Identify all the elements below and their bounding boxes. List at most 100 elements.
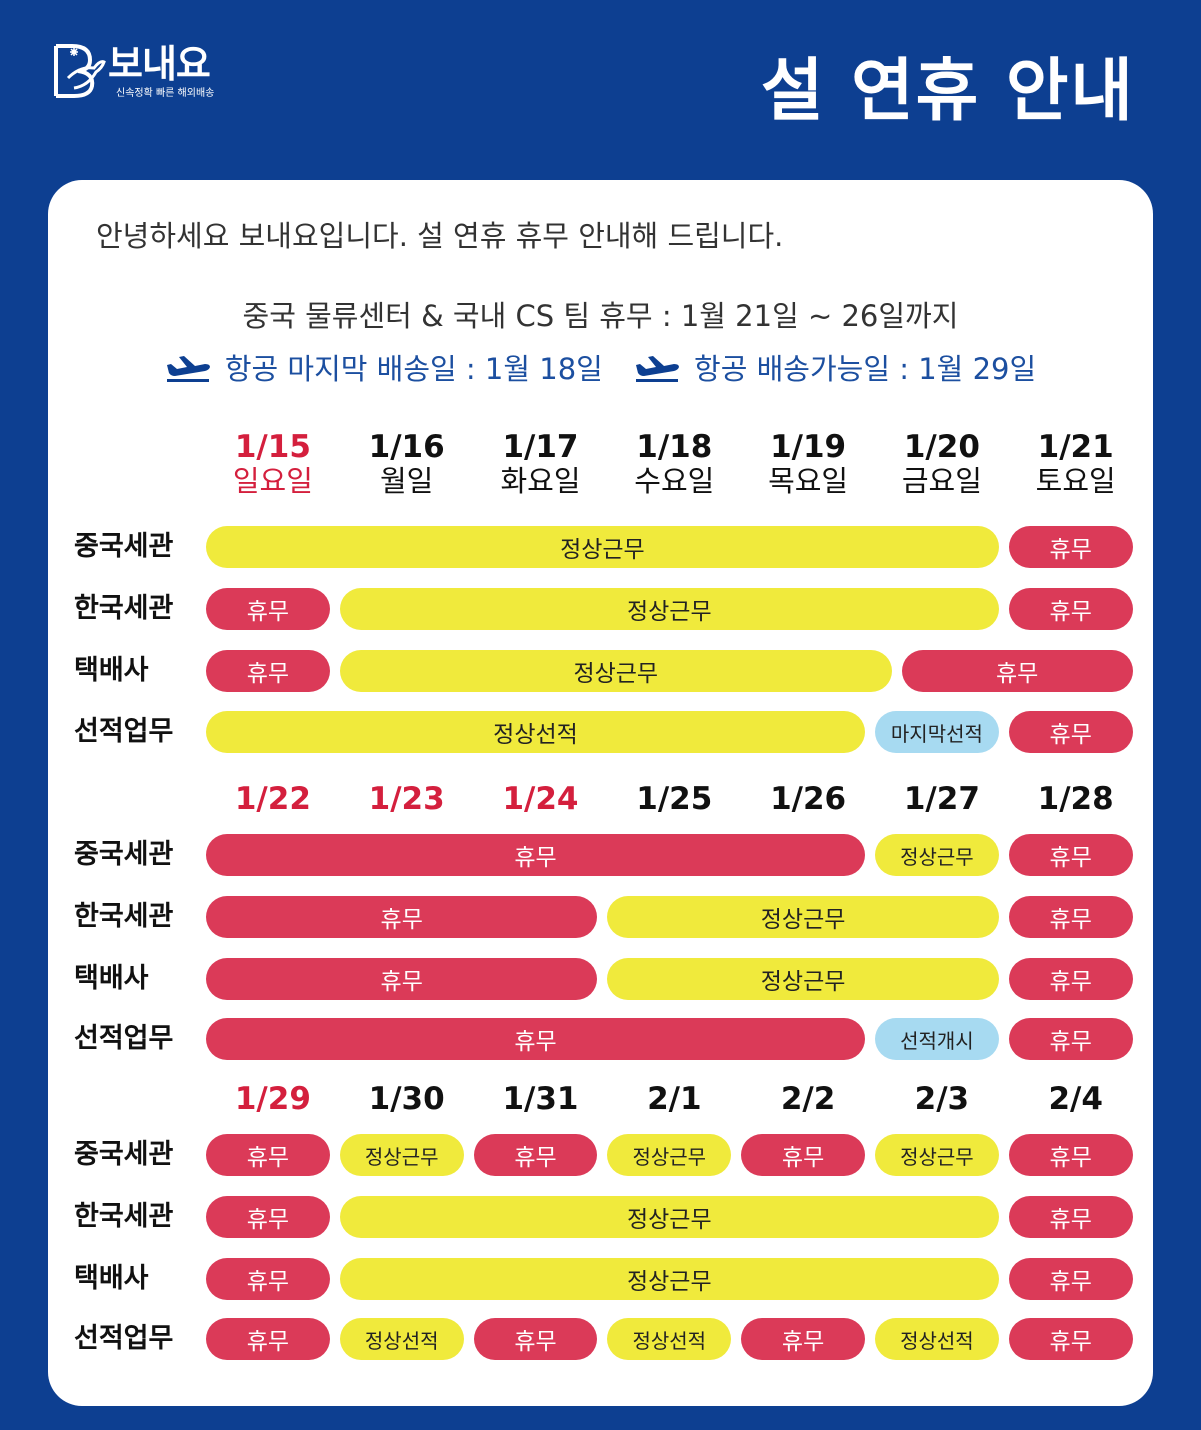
day-date: 1/15: [234, 429, 311, 465]
work-bar: 정상근무: [607, 1134, 732, 1176]
day-date: 1/18: [636, 429, 713, 465]
holiday-bar: 휴무: [206, 834, 865, 876]
closure-notice: 중국 물류센터 & 국내 CS 팀 휴무 : 1월 21일 ~ 26일까지: [242, 299, 959, 333]
holiday-bar: 휴무: [1008, 958, 1133, 1000]
day-date: 1/28: [1037, 781, 1114, 817]
holiday-bar: 휴무: [1008, 1018, 1133, 1060]
day-header: 2/1: [609, 1082, 739, 1116]
day-date: 1/17: [502, 429, 579, 465]
day-header: 1/17 화요일: [476, 430, 606, 498]
holiday-bar: 휴무: [1008, 1196, 1133, 1238]
holiday-bar: 휴무: [206, 1196, 330, 1238]
brand-logo: 보내요 신속정확 빠른 해외배송: [50, 38, 250, 104]
holiday-bar: 휴무: [206, 1318, 330, 1360]
day-header: 1/16 월일: [342, 430, 472, 498]
work-bar: 정상근무: [607, 958, 999, 1000]
day-date: 1/22: [234, 781, 311, 817]
day-weekday: 금요일: [901, 464, 982, 498]
holiday-bar: 휴무: [1008, 1318, 1133, 1360]
flight-available: 항공 배송가능일 : 1월 29일: [634, 351, 1036, 387]
schedule-card: 안녕하세요 보내요입니다. 설 연휴 휴무 안내해 드립니다. 중국 물류센터 …: [48, 180, 1153, 1406]
work-bar: 정상선적: [206, 711, 865, 753]
work-bar: 정상근무: [875, 834, 999, 876]
work-bar: 정상근무: [339, 588, 999, 630]
shipping-special-bar: 마지막선적: [875, 711, 999, 753]
brand-name: 보내요: [108, 42, 211, 86]
row-label: 선적업무: [74, 1023, 174, 1054]
day-date: 1/31: [502, 1081, 579, 1117]
day-date: 1/23: [368, 781, 445, 817]
day-date: 2/3: [914, 1081, 970, 1117]
work-bar: 정상근무: [339, 650, 892, 692]
day-date: 1/26: [770, 781, 847, 817]
day-header: 2/2: [743, 1082, 873, 1116]
day-date: 1/29: [234, 1081, 311, 1117]
holiday-bar: 휴무: [1008, 1134, 1133, 1176]
airplane-icon: [166, 356, 210, 382]
work-bar: 정상근무: [607, 896, 999, 938]
day-date: 1/20: [903, 429, 980, 465]
day-header: 1/20 금요일: [877, 430, 1007, 498]
work-bar: 정상근무: [875, 1134, 999, 1176]
holiday-bar: 휴무: [1008, 896, 1133, 938]
flight-info: 항공 마지막 배송일 : 1월 18일 항공 배송가능일 : 1월 29일: [48, 351, 1153, 391]
row-label: 선적업무: [74, 1323, 174, 1354]
airplane-icon: [636, 356, 680, 382]
work-bar: 정상선적: [339, 1318, 464, 1360]
day-header: 1/28: [1011, 782, 1141, 816]
holiday-bar: 휴무: [206, 588, 330, 630]
holiday-bar: 휴무: [1008, 526, 1133, 568]
day-weekday: 토요일: [1035, 464, 1116, 498]
holiday-bar: 휴무: [1008, 834, 1133, 876]
row-label: 한국세관: [74, 901, 174, 932]
row-label: 한국세관: [74, 1201, 174, 1232]
day-date: 1/24: [502, 781, 579, 817]
day-date: 1/30: [368, 1081, 445, 1117]
holiday-bar: 휴무: [206, 1134, 330, 1176]
row-label: 택배사: [74, 1263, 149, 1294]
holiday-bar: 휴무: [473, 1318, 598, 1360]
holiday-bar: 휴무: [206, 1258, 330, 1300]
page-title: 설 연휴 안내: [760, 52, 1135, 131]
holiday-bar: 휴무: [1008, 1258, 1133, 1300]
work-bar: 정상선적: [875, 1318, 999, 1360]
day-header: 1/19 목요일: [743, 430, 873, 498]
day-header: 1/18 수요일: [609, 430, 739, 498]
flight-available-text: 항공 배송가능일 : 1월 29일: [694, 352, 1037, 386]
shipping-special-bar: 선적개시: [875, 1018, 999, 1060]
day-header: 1/31: [476, 1082, 606, 1116]
row-label: 택배사: [74, 655, 149, 686]
holiday-bar: 휴무: [473, 1134, 598, 1176]
row-label: 중국세관: [74, 531, 174, 562]
day-header: 1/30: [342, 1082, 472, 1116]
holiday-bar: 휴무: [206, 1018, 865, 1060]
flight-last-ship-text: 항공 마지막 배송일 : 1월 18일: [224, 352, 603, 386]
work-bar: 정상근무: [339, 1134, 464, 1176]
day-header: 1/27: [877, 782, 1007, 816]
day-date: 2/1: [647, 1081, 702, 1117]
holiday-bar: 휴무: [1008, 588, 1133, 630]
day-weekday: 일요일: [232, 464, 313, 498]
day-header: 2/3: [877, 1082, 1007, 1116]
holiday-bar: 휴무: [901, 650, 1133, 692]
day-header: 1/21 토요일: [1011, 430, 1141, 498]
day-header: 1/23: [342, 782, 472, 816]
brand-tagline: 신속정확 빠른 해외배송: [116, 88, 215, 99]
day-header: 1/29: [208, 1082, 338, 1116]
row-label: 선적업무: [74, 716, 174, 747]
day-date: 2/4: [1048, 1081, 1103, 1117]
row-label: 중국세관: [74, 1139, 174, 1170]
work-bar: 정상선적: [607, 1318, 732, 1360]
day-header: 1/15 일요일: [208, 430, 338, 498]
day-header: 1/22: [208, 782, 338, 816]
row-label: 중국세관: [74, 839, 174, 870]
day-weekday: 수요일: [634, 464, 715, 498]
day-weekday: 화요일: [500, 464, 581, 498]
day-date: 1/27: [903, 781, 980, 817]
day-weekday: 목요일: [768, 464, 849, 498]
work-bar: 정상근무: [339, 1258, 999, 1300]
day-header: 1/26: [743, 782, 873, 816]
work-bar: 정상근무: [339, 1196, 999, 1238]
holiday-bar: 휴무: [741, 1134, 865, 1176]
row-label: 한국세관: [74, 593, 174, 624]
